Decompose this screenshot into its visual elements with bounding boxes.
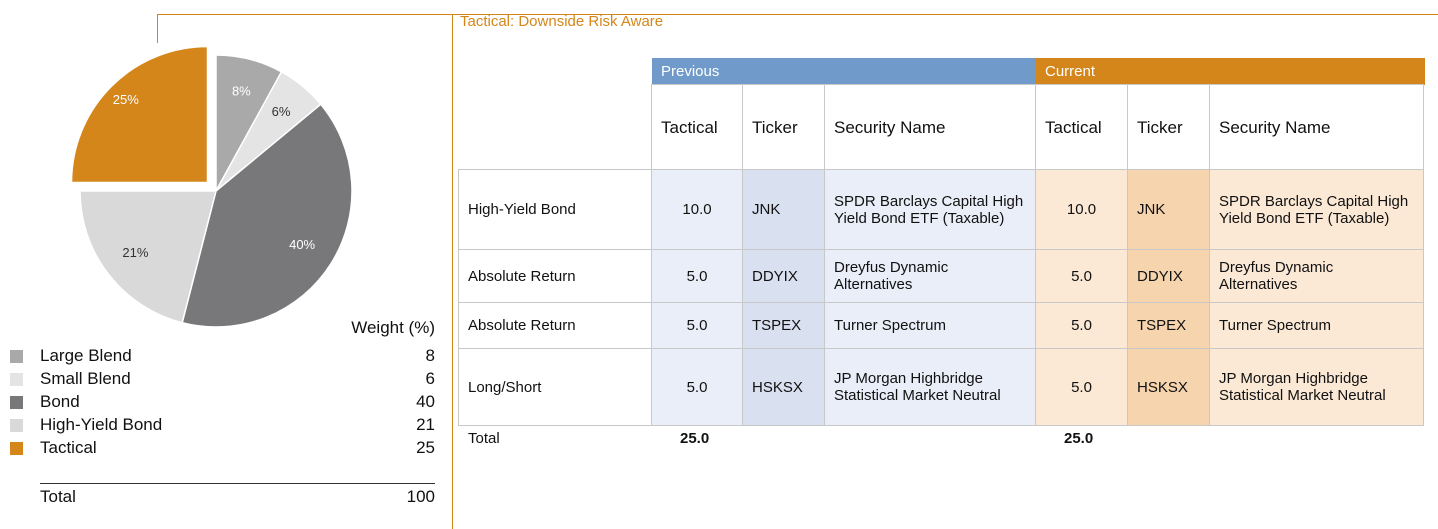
group-header: Current: [1036, 58, 1425, 85]
legend-label: Bond: [40, 392, 80, 411]
legend-swatch: [10, 396, 23, 409]
legend-value: 25: [416, 438, 435, 457]
slice-label: 40%: [289, 237, 315, 252]
legend-value: 40: [416, 392, 435, 411]
total-label: Total: [468, 430, 500, 447]
table-cell: SPDR Barclays Capital High Yield Bond ET…: [824, 169, 1036, 250]
table-cell: JP Morgan Highbridge Statistical Market …: [1209, 348, 1424, 426]
column-header: Security Name: [824, 84, 1036, 170]
table-cell: 5.0: [651, 302, 743, 349]
table-cell: Turner Spectrum: [1209, 302, 1424, 349]
total-value: 25.0: [680, 430, 710, 447]
slice-label: 8%: [232, 84, 251, 99]
legend-label: High-Yield Bond: [40, 415, 163, 434]
table-cell: JP Morgan Highbridge Statistical Market …: [824, 348, 1036, 426]
legend-value: 8: [425, 346, 435, 365]
slice-label: 6%: [272, 104, 291, 119]
frame-left: [157, 14, 158, 43]
legend-swatch: [10, 350, 23, 363]
group-header: Previous: [652, 58, 1037, 85]
table-cell: JNK: [742, 169, 825, 250]
table-cell: TSPEX: [1127, 302, 1210, 349]
table-cell: DDYIX: [742, 249, 825, 303]
column-header: Security Name: [1209, 84, 1424, 170]
table-cell: Absolute Return: [458, 302, 652, 349]
column-header: Ticker: [742, 84, 825, 170]
frame-divider: [452, 14, 453, 529]
table-cell: Absolute Return: [458, 249, 652, 303]
legend-swatch: [10, 419, 23, 432]
legend-label: Small Blend: [40, 369, 131, 388]
table-cell: SPDR Barclays Capital High Yield Bond ET…: [1209, 169, 1424, 250]
legend-total: Total 100: [10, 486, 435, 508]
table-cell: HSKSX: [1127, 348, 1210, 426]
legend-value: 21: [416, 415, 435, 434]
column-header: Ticker: [1127, 84, 1210, 170]
table-cell: 10.0: [1035, 169, 1128, 250]
legend-total-value: 100: [406, 487, 435, 506]
pie-slice: [70, 45, 209, 184]
legend-row: Tactical 25: [10, 437, 435, 459]
table-cell: 5.0: [651, 348, 743, 426]
table-cell: 5.0: [651, 249, 743, 303]
legend-total-label: Total: [40, 487, 76, 506]
legend-label: Large Blend: [40, 346, 132, 365]
table-cell: Long/Short: [458, 348, 652, 426]
table-cell: 5.0: [1035, 249, 1128, 303]
slice-label: 21%: [122, 245, 148, 260]
legend-value: 6: [425, 369, 435, 388]
table-cell: Dreyfus Dynamic Alternatives: [824, 249, 1036, 303]
legend-row: Small Blend 6: [10, 368, 435, 390]
column-header: Tactical: [1035, 84, 1128, 170]
table-cell: TSPEX: [742, 302, 825, 349]
table-cell: 5.0: [1035, 348, 1128, 426]
legend-row: High-Yield Bond 21: [10, 414, 435, 436]
legend-header: Weight (%): [351, 318, 435, 337]
legend-rule: [40, 483, 435, 484]
frame-top: [157, 14, 1438, 15]
table-cell: JNK: [1127, 169, 1210, 250]
slice-label: 25%: [113, 92, 139, 107]
legend-label: Tactical: [40, 438, 97, 457]
pie-slice: [181, 103, 353, 328]
table-cell: 5.0: [1035, 302, 1128, 349]
table-cell: DDYIX: [1127, 249, 1210, 303]
column-header: Tactical: [651, 84, 743, 170]
table-cell: High-Yield Bond: [458, 169, 652, 250]
table-cell: Turner Spectrum: [824, 302, 1036, 349]
legend-row: Bond 40: [10, 391, 435, 413]
table-cell: 10.0: [651, 169, 743, 250]
table-title: Tactical: Downside Risk Aware: [460, 13, 664, 30]
total-value: 25.0: [1064, 430, 1094, 447]
table-cell: Dreyfus Dynamic Alternatives: [1209, 249, 1424, 303]
pie-slice: [79, 190, 217, 324]
table-cell: HSKSX: [742, 348, 825, 426]
legend-row: Large Blend 8: [10, 345, 435, 367]
legend-swatch: [10, 442, 23, 455]
pie-chart: 8% 6% 40% 21% 25%: [70, 45, 353, 328]
legend-swatch: [10, 373, 23, 386]
